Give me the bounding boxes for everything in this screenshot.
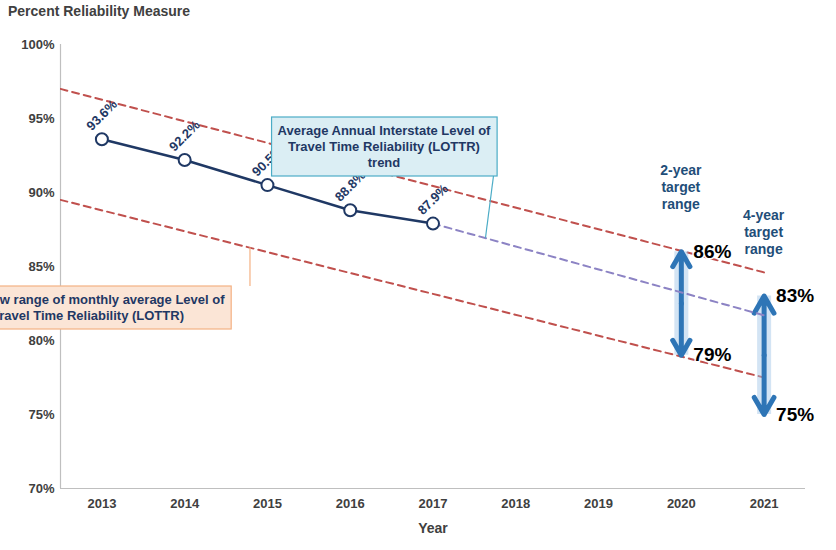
- svg-text:95%: 95%: [28, 111, 54, 126]
- svg-text:75%: 75%: [776, 404, 814, 425]
- svg-text:2015: 2015: [253, 496, 282, 511]
- svg-text:2017: 2017: [419, 496, 448, 511]
- svg-text:2-yeartargetrange: 2-yeartargetrange: [660, 162, 702, 212]
- svg-text:2016: 2016: [336, 496, 365, 511]
- svg-text:2019: 2019: [584, 496, 613, 511]
- svg-text:90%: 90%: [28, 185, 54, 200]
- svg-text:2013: 2013: [87, 496, 116, 511]
- svg-text:Year: Year: [418, 520, 448, 536]
- svg-text:2014: 2014: [170, 496, 200, 511]
- svg-text:4-yeartargetrange: 4-yeartargetrange: [743, 207, 785, 257]
- svg-text:79%: 79%: [693, 344, 731, 365]
- svg-text:80%: 80%: [28, 333, 54, 348]
- svg-text:85%: 85%: [28, 259, 54, 274]
- svg-text:2020: 2020: [667, 496, 696, 511]
- svg-text:93.6%: 93.6%: [83, 96, 120, 133]
- svg-text:87.9%: 87.9%: [414, 181, 451, 218]
- svg-text:92.2%: 92.2%: [166, 117, 203, 154]
- svg-text:High/Low range of monthly aver: High/Low range of monthly average Level …: [0, 292, 225, 323]
- svg-text:88.8%: 88.8%: [331, 167, 369, 205]
- svg-text:2021: 2021: [750, 496, 779, 511]
- html-text:Percent Reliability Measure: Percent Reliability Measure: [8, 3, 191, 19]
- svg-text:83%: 83%: [776, 285, 814, 306]
- svg-text:100%: 100%: [21, 37, 55, 52]
- svg-text:70%: 70%: [28, 481, 54, 496]
- svg-text:86%: 86%: [693, 241, 731, 262]
- svg-text:2018: 2018: [501, 496, 530, 511]
- svg-text:75%: 75%: [28, 407, 54, 422]
- svg-text:Average Annual Interstate Leve: Average Annual Interstate Level ofTravel…: [278, 123, 492, 170]
- svg-text:90.5%: 90.5%: [248, 142, 286, 180]
